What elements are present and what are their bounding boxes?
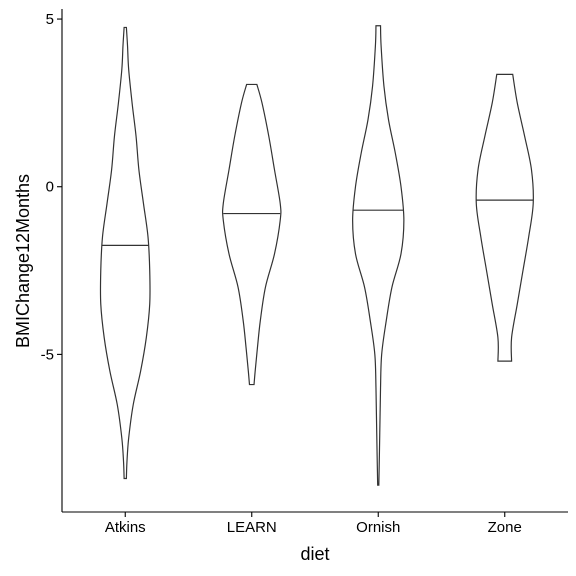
x-tick-label: Zone: [488, 519, 522, 536]
x-tick-label: Ornish: [356, 519, 400, 536]
violin-ornish: [352, 25, 405, 486]
violin-atkins: [99, 26, 151, 480]
violin-zone: [475, 73, 534, 362]
violin-learn: [221, 83, 282, 386]
x-ticks-group: Atkins LEARN Ornish Zone: [105, 512, 522, 536]
y-axis-title: BMIChange12Months: [13, 174, 33, 348]
violins-group: [99, 25, 534, 486]
y-tick-label: -5: [41, 346, 54, 363]
x-tick-label: LEARN: [227, 519, 277, 536]
y-ticks-group: 5 0 -5: [41, 11, 62, 363]
y-tick-label: 0: [46, 179, 54, 196]
y-tick-label: 5: [46, 11, 54, 28]
x-axis-title: diet: [300, 544, 329, 564]
x-tick-label: Atkins: [105, 519, 146, 536]
